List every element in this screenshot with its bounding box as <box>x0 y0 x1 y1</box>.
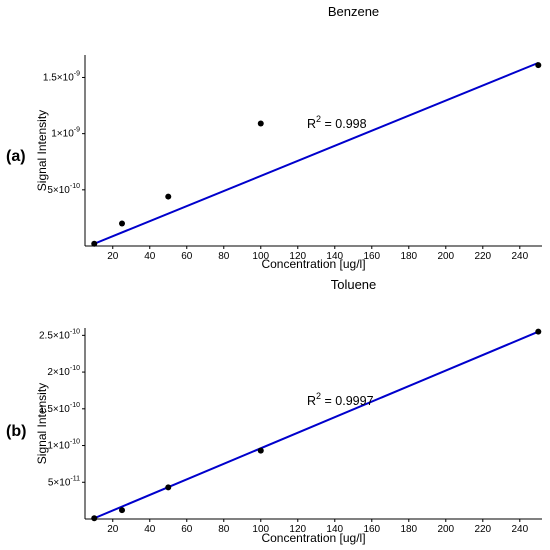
panel-b-r2-annotation: R2 = 0.9997 <box>307 391 374 408</box>
panel-b-x-tick-label: 220 <box>474 524 491 535</box>
panel-b-x-tick-label: 140 <box>326 524 343 535</box>
panel-a-x-tick-label: 240 <box>511 251 528 262</box>
panel-a-fit-line <box>93 61 539 245</box>
panel-b-y-tick-label: 1×10-10 <box>47 439 80 452</box>
panel-b-x-axis-label: Concentration [ug/l] <box>261 531 365 545</box>
panel-a-x-tick-label: 140 <box>326 251 343 262</box>
panel-b-y-tick-label: 2×10-10 <box>47 365 80 378</box>
panel-a-x-tick-label: 60 <box>181 251 193 262</box>
panel-a-x-tick-label: 80 <box>218 251 230 262</box>
panel-b-data-point <box>165 484 172 491</box>
panel-a-data-point <box>165 193 172 200</box>
panel-b-x-tick-label: 120 <box>289 524 306 535</box>
panel-a-r2-annotation: R2 = 0.998 <box>307 114 367 131</box>
panel-a-data-point <box>119 220 126 227</box>
panel-b-y-tick-label: 2.5×10-10 <box>39 328 80 341</box>
panel-a-x-tick-label: 20 <box>107 251 119 262</box>
panel-b-y-tick-label: 1.5×10-10 <box>39 402 80 415</box>
panel-b-x-tick-label: 80 <box>218 524 230 535</box>
panel-a-panel-label: (a) <box>6 148 26 165</box>
panel-a-x-tick-label: 40 <box>144 251 156 262</box>
panel-a-title: Benzene <box>328 4 379 19</box>
panel-a-x-tick-label: 160 <box>363 251 380 262</box>
panel-b-data-point <box>257 447 264 454</box>
panel-a-x-axis-label: Concentration [ug/l] <box>261 257 365 271</box>
panel-a-data-point <box>257 120 264 127</box>
panel-b-panel-label: (b) <box>6 423 26 440</box>
panel-a-data-point <box>91 240 98 247</box>
panel-a-y-tick-label: 1×10-9 <box>51 127 80 140</box>
panel-b-data-point <box>91 515 98 522</box>
panel-b-x-tick-label: 100 <box>252 524 269 535</box>
panel-b-data-point <box>119 507 126 514</box>
panel-b-x-tick-label: 180 <box>400 524 417 535</box>
panel-b-x-tick-label: 160 <box>363 524 380 535</box>
panel-a-y-tick-label: 5×10-10 <box>47 183 80 196</box>
panel-a-x-tick-label: 100 <box>252 251 269 262</box>
panel-a-x-tick-label: 220 <box>474 251 491 262</box>
panel-b-y-tick-label: 5×10-11 <box>48 475 80 488</box>
panel-b-data-point <box>535 328 542 335</box>
panel-b-x-tick-label: 20 <box>107 524 119 535</box>
panel-b-x-tick-label: 40 <box>144 524 156 535</box>
panel-b-x-tick-label: 60 <box>181 524 193 535</box>
panel-b-y-axis-label: Signal Intensity <box>35 383 49 464</box>
panel-a-y-axis-label: Signal Intensity <box>35 110 49 191</box>
panel-b-fit-line <box>93 330 539 520</box>
panel-a-x-tick-label: 200 <box>437 251 454 262</box>
panel-a-data-point <box>535 62 542 69</box>
panel-a-x-tick-label: 180 <box>400 251 417 262</box>
panel-a-y-tick-label: 1.5×10-9 <box>43 70 80 83</box>
panel-b-title: Toluene <box>331 277 377 292</box>
panel-b-x-tick-label: 200 <box>437 524 454 535</box>
panel-b-x-tick-label: 240 <box>511 524 528 535</box>
panel-a-x-tick-label: 120 <box>289 251 306 262</box>
